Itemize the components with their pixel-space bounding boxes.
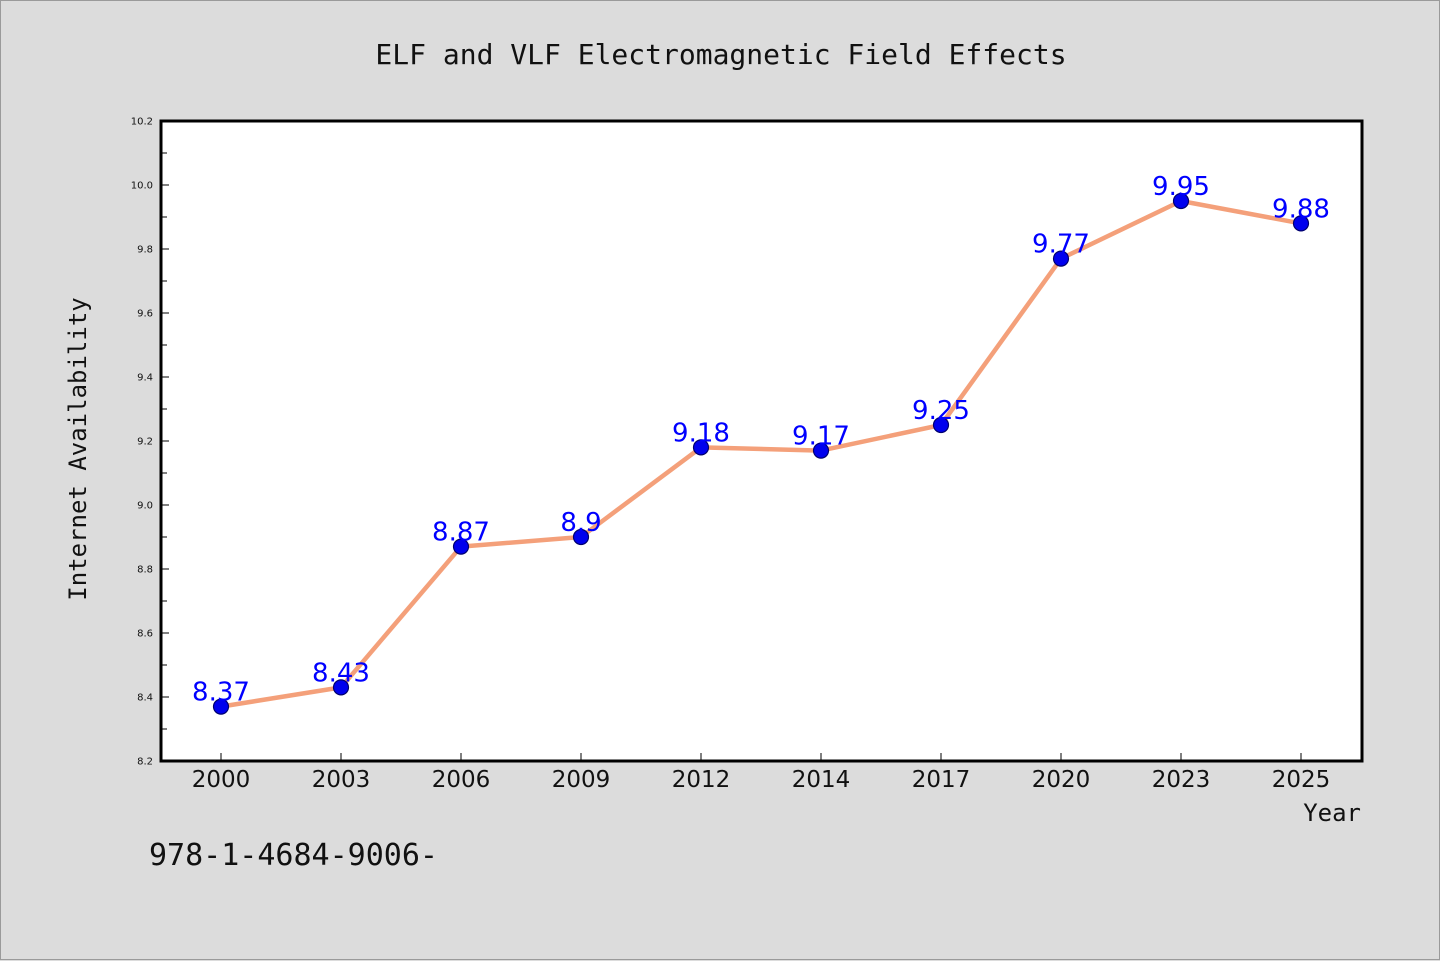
data-label: 8.9	[560, 508, 601, 538]
data-label: 8.37	[192, 678, 250, 708]
data-point	[932, 416, 950, 434]
data-label: 9.77	[1032, 230, 1090, 260]
data-label: 9.88	[1272, 194, 1330, 224]
data-point	[572, 528, 590, 546]
data-point	[1172, 192, 1190, 210]
footer-text: 978-1-4684-9006-	[149, 838, 438, 873]
x-tick-label: 2025	[1272, 767, 1331, 793]
series-line	[218, 198, 1304, 709]
chart-title: ELF and VLF Electromagnetic Field Effect…	[375, 38, 1066, 71]
x-tick-label: 2006	[432, 767, 491, 793]
data-label: 9.95	[1152, 172, 1210, 202]
y-tick-label: 8.2	[137, 757, 153, 768]
y-tick-label: 8.8	[137, 565, 153, 576]
y-tick-label: 9.0	[137, 501, 153, 512]
y-tick-label: 8.4	[137, 693, 153, 704]
x-tick-label: 2009	[552, 767, 611, 793]
data-label: 8.87	[432, 518, 490, 548]
x-tick-label: 2023	[1152, 767, 1211, 793]
x-axis-label: Year	[1303, 799, 1361, 827]
y-tick-label: 9.4	[137, 373, 153, 384]
data-point	[332, 679, 350, 696]
x-tick-label: 2000	[192, 767, 251, 793]
x-tick-label: 2017	[912, 767, 971, 793]
plot-area	[159, 119, 1364, 763]
data-point	[212, 698, 230, 715]
x-axis: 2000 2003 2006 2009 2012 2014 2017 2020 2023 2025	[192, 753, 1331, 793]
y-axis-label: Internet Availability	[64, 297, 92, 600]
series-layer: 8.37 8.43 8.87 8.9 9.18 9.17 9.25 9.77 9.95 9.88	[192, 172, 1330, 715]
data-point	[452, 538, 470, 555]
data-label: 8.43	[312, 658, 370, 688]
data-label: 9.17	[792, 422, 850, 452]
y-tick-label: 8.6	[137, 629, 153, 640]
data-label: 9.18	[672, 418, 730, 448]
data-point	[1292, 215, 1310, 232]
x-tick-label: 2012	[672, 767, 731, 793]
x-tick-label: 2003	[312, 767, 371, 793]
x-tick-label: 2020	[1032, 767, 1091, 793]
data-point	[812, 442, 830, 459]
y-tick-label: 9.6	[137, 309, 153, 320]
data-point	[692, 439, 710, 456]
y-tick-label: 10.2	[131, 117, 153, 128]
x-tick-label: 2014	[792, 767, 851, 793]
data-label: 9.25	[912, 396, 970, 426]
data-point	[1052, 250, 1070, 267]
y-tick-label: 10.0	[131, 181, 153, 192]
y-tick-label: 9.2	[137, 437, 153, 448]
y-axis: 8.2 8.4 8.6 8.8 9.0 9.2 9.4 9.6 9.8 10.0 10.2	[131, 117, 169, 768]
y-tick-label: 9.8	[137, 245, 153, 256]
